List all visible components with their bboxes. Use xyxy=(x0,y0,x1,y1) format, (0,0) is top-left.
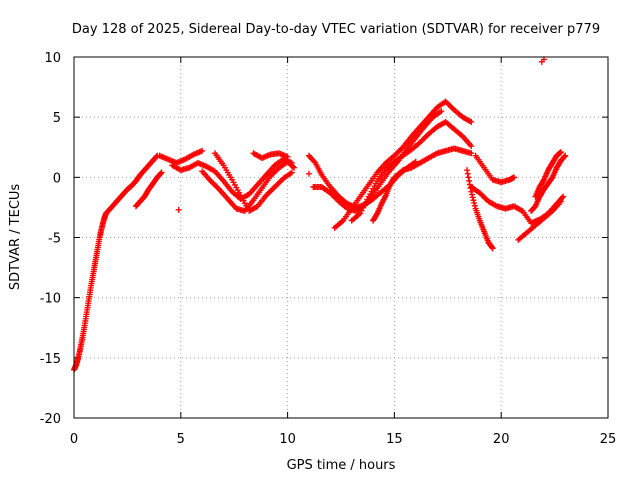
data-point xyxy=(291,164,298,171)
series-track-f xyxy=(305,152,419,211)
data-point xyxy=(213,183,220,190)
data-point xyxy=(264,190,271,197)
y-tick-label: -15 xyxy=(40,352,61,367)
data-point xyxy=(471,202,478,209)
data-point xyxy=(214,184,221,191)
series-track-e xyxy=(250,150,291,162)
series-track-p xyxy=(528,152,569,215)
data-point xyxy=(558,149,565,156)
x-tick-label: 15 xyxy=(386,432,403,447)
y-tick-labels: -20 -15 -10 -5 0 5 10 xyxy=(40,51,61,427)
x-tick-label: 10 xyxy=(279,432,296,447)
data-point xyxy=(277,178,284,185)
y-tick-label: -5 xyxy=(48,232,61,247)
data-point xyxy=(481,194,488,201)
data-point xyxy=(558,198,565,205)
data-point xyxy=(482,195,489,202)
data-point xyxy=(273,182,280,189)
data-markers xyxy=(71,56,569,373)
series-track-o xyxy=(532,149,565,200)
y-tick-label: 5 xyxy=(53,111,61,126)
data-point xyxy=(468,150,475,157)
series-track-lower-early xyxy=(132,169,165,210)
data-point xyxy=(511,174,518,181)
x-axis-label: GPS time / hours xyxy=(287,458,396,473)
y-tick-label: 10 xyxy=(44,51,61,66)
data-point xyxy=(464,167,471,174)
data-point xyxy=(395,148,402,155)
data-point xyxy=(419,136,426,143)
plot-frame xyxy=(73,56,609,419)
chart-title: Day 128 of 2025, Sidereal Day-to-day VTE… xyxy=(72,22,600,37)
x-tick-label: 25 xyxy=(600,432,617,447)
data-point xyxy=(267,188,274,195)
series-track-k xyxy=(464,167,496,252)
series-track-n xyxy=(515,198,565,243)
grid-lines xyxy=(74,57,608,418)
data-point xyxy=(448,104,455,111)
data-point xyxy=(438,108,445,115)
data-point xyxy=(270,185,277,192)
data-point xyxy=(489,245,496,252)
data-point xyxy=(311,158,318,165)
data-point xyxy=(488,244,495,251)
y-tick-label: 0 xyxy=(53,171,61,186)
data-point xyxy=(305,170,312,177)
series-track-h xyxy=(331,98,475,231)
data-point xyxy=(446,102,453,109)
data-point xyxy=(561,153,568,160)
data-point xyxy=(211,182,218,189)
series-track-m xyxy=(472,152,518,186)
data-point xyxy=(276,179,283,186)
x-tick-labels: 0 5 10 15 20 25 xyxy=(70,432,616,447)
data-point xyxy=(158,169,165,176)
data-point xyxy=(288,169,295,176)
x-tick-label: 5 xyxy=(177,432,185,447)
data-point xyxy=(209,179,216,186)
data-point xyxy=(274,181,281,188)
data-point xyxy=(210,180,217,187)
y-tick-label: -10 xyxy=(40,292,61,307)
data-point xyxy=(157,170,164,177)
series-track-j xyxy=(370,145,475,224)
data-point xyxy=(464,170,471,177)
data-point xyxy=(271,183,278,190)
y-axis-label: SDTVAR / TECUs xyxy=(8,184,23,291)
data-point xyxy=(284,153,291,160)
data-point xyxy=(559,194,566,201)
data-point xyxy=(266,189,273,196)
data-point xyxy=(422,133,429,140)
data-point xyxy=(562,152,569,159)
data-point xyxy=(471,200,478,207)
data-point xyxy=(421,135,428,142)
data-point xyxy=(560,193,567,200)
series-track-l xyxy=(468,183,567,227)
x-tick-label: 20 xyxy=(493,432,510,447)
series-track-d xyxy=(211,150,295,215)
data-point xyxy=(466,177,473,184)
data-point xyxy=(479,192,486,199)
x-tick-label: 0 xyxy=(70,432,78,447)
data-point xyxy=(444,99,451,106)
data-point xyxy=(268,186,275,193)
data-point xyxy=(175,206,182,213)
data-point xyxy=(199,147,206,154)
data-point xyxy=(469,191,476,198)
data-point xyxy=(289,163,296,170)
data-point xyxy=(470,197,477,204)
data-point xyxy=(394,149,401,156)
data-point xyxy=(465,174,472,181)
data-point xyxy=(468,143,475,150)
series-track-c xyxy=(199,158,298,215)
data-point xyxy=(468,118,475,125)
series-isolated-points xyxy=(175,56,547,213)
data-point xyxy=(469,194,476,201)
series-track-ramp xyxy=(71,152,161,373)
data-point xyxy=(268,171,275,178)
y-tick-label: -20 xyxy=(40,412,61,427)
series-track-i xyxy=(348,118,475,224)
